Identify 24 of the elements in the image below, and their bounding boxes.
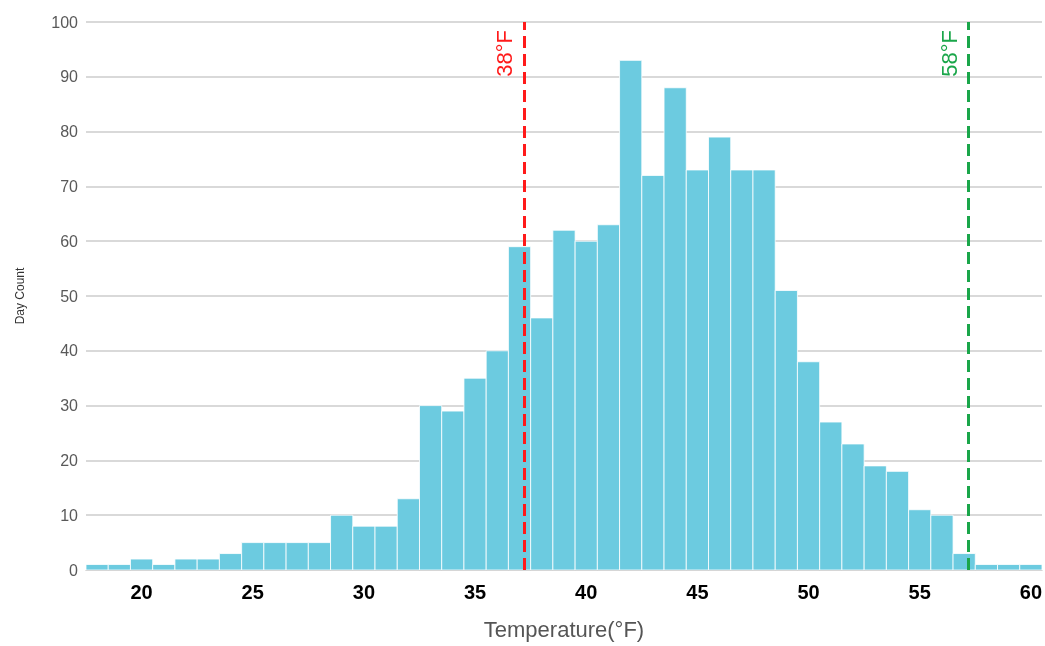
ref-line-label: 58°F (937, 30, 963, 77)
x-tick-label: 25 (241, 581, 264, 603)
y-tick-label: 80 (60, 123, 79, 141)
y-tick-label: 20 (60, 451, 79, 469)
x-tick-label: 20 (130, 581, 153, 603)
x-tick-label: 60 (1019, 581, 1042, 603)
y-tick-label: 30 (60, 397, 79, 415)
x-tick-label: 45 (686, 581, 709, 603)
x-tick-label: 50 (797, 581, 820, 603)
y-tick-label: 40 (60, 342, 79, 360)
x-tick-label: 35 (463, 581, 487, 603)
x-tick-label: 30 (352, 581, 376, 603)
y-axis-title: Day Count (13, 266, 27, 325)
y-tick-label: 0 (69, 561, 79, 579)
y-tick-label: 70 (60, 177, 79, 195)
x-tick-label: 55 (908, 581, 931, 603)
ref-line-label: 38°F (492, 30, 518, 77)
y-tick-label: 50 (60, 287, 79, 305)
y-tick-label: 90 (60, 68, 79, 86)
y-tick-label: 60 (60, 232, 79, 250)
y-tick-label: 100 (51, 13, 79, 31)
x-tick-label: 40 (575, 581, 598, 603)
x-axis-title: Temperature(°F) (483, 616, 645, 642)
y-tick-label: 10 (60, 506, 79, 524)
